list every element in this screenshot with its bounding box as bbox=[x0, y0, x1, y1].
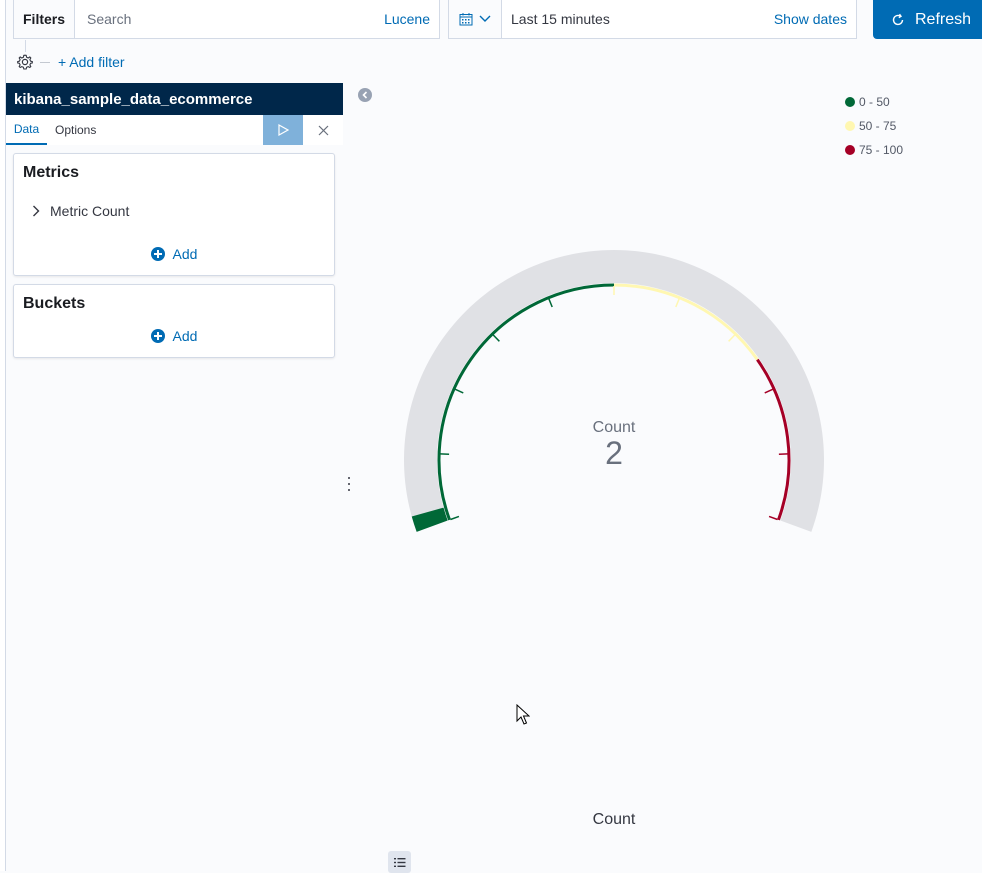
gauge-tick bbox=[450, 516, 458, 519]
quick-menu-button[interactable] bbox=[449, 0, 502, 38]
legend-dot bbox=[845, 97, 855, 107]
gauge-tick bbox=[729, 335, 735, 341]
index-pattern-title: kibana_sample_data_ecommerce bbox=[6, 83, 343, 115]
collapse-sidebar-button[interactable] bbox=[358, 88, 372, 102]
legend-item[interactable]: 0 - 50 bbox=[845, 94, 903, 110]
buckets-panel: Buckets Add bbox=[13, 284, 335, 358]
search-input[interactable] bbox=[75, 0, 384, 38]
legend-label: 50 - 75 bbox=[859, 119, 896, 133]
plus-circle-icon bbox=[151, 329, 165, 343]
filter-divider bbox=[40, 62, 50, 63]
gauge-value: 2 bbox=[605, 435, 623, 472]
metric-count-item[interactable]: Metric Count bbox=[32, 203, 129, 219]
add-filter-button[interactable]: + Add filter bbox=[58, 54, 125, 70]
gauge-tick bbox=[549, 299, 552, 307]
refresh-label: Refresh bbox=[915, 11, 971, 29]
list-icon bbox=[394, 857, 406, 868]
add-metric-label: Add bbox=[173, 246, 198, 262]
chevron-right-icon bbox=[32, 205, 40, 217]
query-bar: Filters Lucene bbox=[13, 0, 440, 39]
legend-toggle-button[interactable] bbox=[388, 851, 411, 873]
calendar-icon bbox=[459, 12, 473, 26]
gauge-legend: 0 - 50 50 - 75 75 - 100 bbox=[845, 94, 903, 158]
close-icon bbox=[318, 125, 329, 136]
plus-circle-icon bbox=[151, 247, 165, 261]
apply-changes-button[interactable] bbox=[263, 115, 303, 145]
add-bucket-label: Add bbox=[173, 328, 198, 344]
gauge-tick bbox=[455, 389, 463, 393]
gauge-title: Count bbox=[593, 811, 636, 829]
date-picker: Last 15 minutes Show dates bbox=[448, 0, 857, 39]
tab-options[interactable]: Options bbox=[55, 115, 96, 145]
time-range-text[interactable]: Last 15 minutes bbox=[502, 11, 774, 27]
tab-data[interactable]: Data bbox=[6, 115, 47, 145]
buckets-heading: Buckets bbox=[23, 295, 85, 313]
legend-label: 0 - 50 bbox=[859, 95, 890, 109]
show-dates-button[interactable]: Show dates bbox=[774, 11, 856, 27]
editor-tabs: Data Options bbox=[6, 115, 343, 145]
filters-label: Filters bbox=[14, 0, 75, 38]
add-metric-button[interactable]: Add bbox=[14, 246, 334, 262]
add-bucket-button[interactable]: Add bbox=[14, 328, 334, 344]
mouse-cursor-icon bbox=[516, 704, 530, 726]
arrow-left-icon bbox=[361, 91, 369, 99]
metric-label: Metric Count bbox=[50, 203, 129, 219]
legend-dot bbox=[845, 121, 855, 131]
refresh-button[interactable]: Refresh bbox=[873, 0, 982, 39]
filter-bar: + Add filter bbox=[16, 50, 125, 74]
query-language-button[interactable]: Lucene bbox=[384, 11, 439, 27]
legend-dot bbox=[845, 145, 855, 155]
discard-changes-button[interactable] bbox=[311, 115, 335, 145]
metrics-panel: Metrics Metric Count Add bbox=[13, 153, 335, 276]
legend-label: 75 - 100 bbox=[859, 143, 903, 157]
legend-item[interactable]: 50 - 75 bbox=[845, 118, 903, 134]
gauge-tick bbox=[493, 335, 499, 341]
legend-item[interactable]: 75 - 100 bbox=[845, 142, 903, 158]
gauge-tick bbox=[676, 299, 679, 307]
sidebar-resize-handle[interactable] bbox=[347, 477, 351, 491]
refresh-icon bbox=[891, 13, 905, 27]
gauge-tick bbox=[769, 516, 777, 519]
chevron-down-icon bbox=[479, 15, 491, 23]
play-icon bbox=[277, 124, 289, 136]
metrics-heading: Metrics bbox=[23, 164, 79, 182]
gauge-chart bbox=[380, 230, 850, 550]
gear-icon[interactable] bbox=[16, 53, 34, 71]
gauge-tick bbox=[765, 389, 773, 393]
